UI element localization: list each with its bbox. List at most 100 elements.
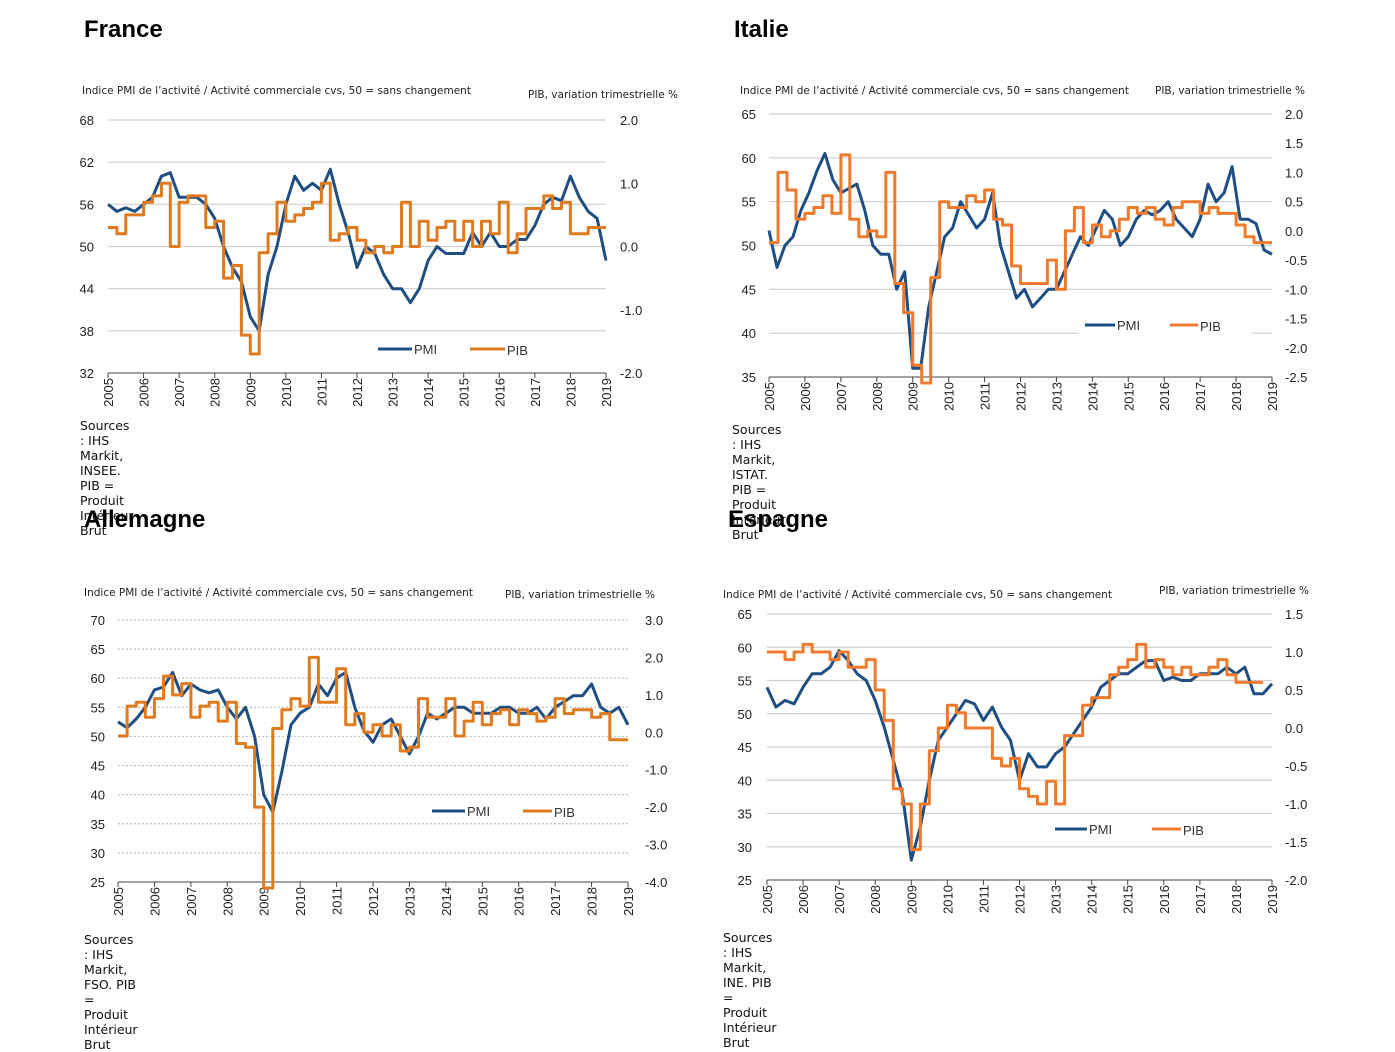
left-axis-title: Indice PMI de l’activité / Activité comm… <box>740 85 1129 97</box>
x-tick-label: 2012 <box>1014 382 1029 411</box>
x-tick-label: 2019 <box>1265 382 1280 411</box>
legend-label-pmi: PMI <box>467 804 490 819</box>
x-tick-label: 2019 <box>599 378 614 407</box>
y-left-tick-label: 55 <box>742 195 756 210</box>
x-tick-label: 2012 <box>350 378 365 407</box>
y-left-tick-label: 40 <box>738 773 752 788</box>
y-left-tick-label: 35 <box>742 370 756 385</box>
x-tick-label: 2014 <box>1085 382 1100 411</box>
legend-label-pmi: PMI <box>1089 822 1112 837</box>
legend-label-pib: PIB <box>1200 319 1221 334</box>
y-left-tick-label: 50 <box>738 707 752 722</box>
y-left-tick-label: 65 <box>738 607 752 622</box>
series-line-pmi <box>117 670 630 814</box>
y-right-tick-label: 0.0 <box>620 240 638 255</box>
y-right-tick-label: -1.0 <box>1285 282 1307 297</box>
x-tick-label: 2006 <box>137 378 152 407</box>
y-left-tick-label: 50 <box>80 240 94 255</box>
y-left-tick-label: 68 <box>80 113 94 128</box>
y-left-tick-label: 45 <box>742 282 756 297</box>
left-axis-title: Indice PMI de l’activité / Activité comm… <box>84 587 473 599</box>
y-right-tick-label: 0.5 <box>1285 195 1303 210</box>
right-axis-title: PIB, variation trimestrielle % <box>1155 85 1305 97</box>
x-tick-label: 2007 <box>832 885 847 914</box>
chart-title-espagne: Espagne <box>728 506 829 533</box>
y-right-tick-label: -1.5 <box>1285 835 1307 850</box>
x-tick-label: 2009 <box>906 382 921 411</box>
source-note-allemagne: Sources : IHS Markit, FSO. PIB = Produit… <box>84 932 138 1052</box>
x-tick-label: 2009 <box>243 378 258 407</box>
legend-label-pmi: PMI <box>1117 318 1140 333</box>
y-right-tick-label: 1.5 <box>1285 136 1303 151</box>
x-tick-label: 2007 <box>834 382 849 411</box>
x-tick-label: 2011 <box>978 382 993 410</box>
series-line-pmi <box>767 152 1273 370</box>
x-tick-label: 2007 <box>184 887 199 916</box>
y-right-tick-label: 0.0 <box>645 725 663 740</box>
x-tick-label: 2018 <box>1229 885 1244 914</box>
y-right-tick-label: -2.0 <box>1285 341 1307 356</box>
y-left-tick-label: 56 <box>80 197 94 212</box>
x-tick-label: 2019 <box>1265 885 1280 914</box>
x-tick-label: 2016 <box>492 378 507 407</box>
y-right-tick-label: 0.0 <box>1285 721 1303 736</box>
x-tick-label: 2010 <box>942 382 957 411</box>
y-right-tick-label: -2.0 <box>645 800 667 815</box>
y-right-tick-label: 1.0 <box>1285 165 1303 180</box>
chart-espagne: Indice PMI de l’activité / Activité comm… <box>723 585 1309 914</box>
y-right-tick-label: -1.0 <box>620 303 642 318</box>
x-tick-label: 2005 <box>760 885 775 914</box>
y-right-tick-label: -4.0 <box>645 875 667 890</box>
y-left-tick-label: 60 <box>742 151 756 166</box>
y-right-tick-label: -1.5 <box>1285 312 1307 327</box>
x-tick-label: 2006 <box>798 382 813 411</box>
y-left-tick-label: 25 <box>91 875 105 890</box>
left-axis-title: Indice PMI de l’activité / Activité comm… <box>723 589 1112 601</box>
x-tick-label: 2015 <box>475 887 490 916</box>
y-left-tick-label: 60 <box>738 640 752 655</box>
y-right-tick-label: -2.5 <box>1285 370 1307 385</box>
x-tick-label: 2010 <box>279 378 294 407</box>
y-right-tick-label: -2.0 <box>1285 873 1307 888</box>
y-left-tick-label: 50 <box>742 239 756 254</box>
source-note-espagne: Sources : IHS Markit, INE. PIB = Produit… <box>723 930 777 1050</box>
x-tick-label: 2012 <box>1013 885 1028 914</box>
x-tick-label: 2008 <box>208 378 223 407</box>
x-tick-label: 2006 <box>796 885 811 914</box>
y-right-tick-label: 1.0 <box>1285 645 1303 660</box>
legend-label-pib: PIB <box>554 805 575 820</box>
x-tick-label: 2011 <box>330 887 345 915</box>
x-tick-label: 2011 <box>314 378 329 406</box>
y-left-tick-label: 65 <box>91 642 105 657</box>
x-tick-label: 2016 <box>1157 382 1172 411</box>
x-tick-label: 2018 <box>585 887 600 916</box>
y-left-tick-label: 38 <box>80 324 94 339</box>
x-tick-label: 2008 <box>220 887 235 916</box>
y-left-tick-label: 45 <box>91 759 105 774</box>
x-tick-label: 2008 <box>868 885 883 914</box>
y-right-tick-label: -2.0 <box>620 366 642 381</box>
x-tick-label: 2006 <box>147 887 162 916</box>
right-axis-title: PIB, variation trimestrielle % <box>528 89 678 101</box>
chart-allemagne: Indice PMI de l’activité / Activité comm… <box>84 587 667 916</box>
y-left-tick-label: 35 <box>738 807 752 822</box>
y-left-tick-label: 44 <box>80 282 94 297</box>
y-left-tick-label: 32 <box>80 366 94 381</box>
x-tick-label: 2018 <box>1229 382 1244 411</box>
chart-title-italie: Italie <box>734 16 789 43</box>
y-left-tick-label: 60 <box>91 671 105 686</box>
x-tick-label: 2005 <box>101 378 116 407</box>
x-tick-label: 2013 <box>402 887 417 916</box>
y-right-tick-label: -3.0 <box>645 838 667 853</box>
x-tick-label: 2017 <box>1193 885 1208 914</box>
legend-label-pmi: PMI <box>414 342 437 357</box>
y-left-tick-label: 35 <box>91 817 105 832</box>
y-right-tick-label: -0.5 <box>1285 253 1307 268</box>
y-left-tick-label: 55 <box>91 700 105 715</box>
source-note-italie: Sources : IHS Markit, ISTAT. PIB = Produ… <box>732 422 786 542</box>
x-tick-label: 2015 <box>457 378 472 407</box>
y-right-tick-label: 2.0 <box>1285 107 1303 122</box>
x-tick-label: 2016 <box>512 887 527 916</box>
y-left-tick-label: 45 <box>738 740 752 755</box>
source-note-france: Sources : IHS Markit, INSEE. PIB = Produ… <box>80 418 134 538</box>
